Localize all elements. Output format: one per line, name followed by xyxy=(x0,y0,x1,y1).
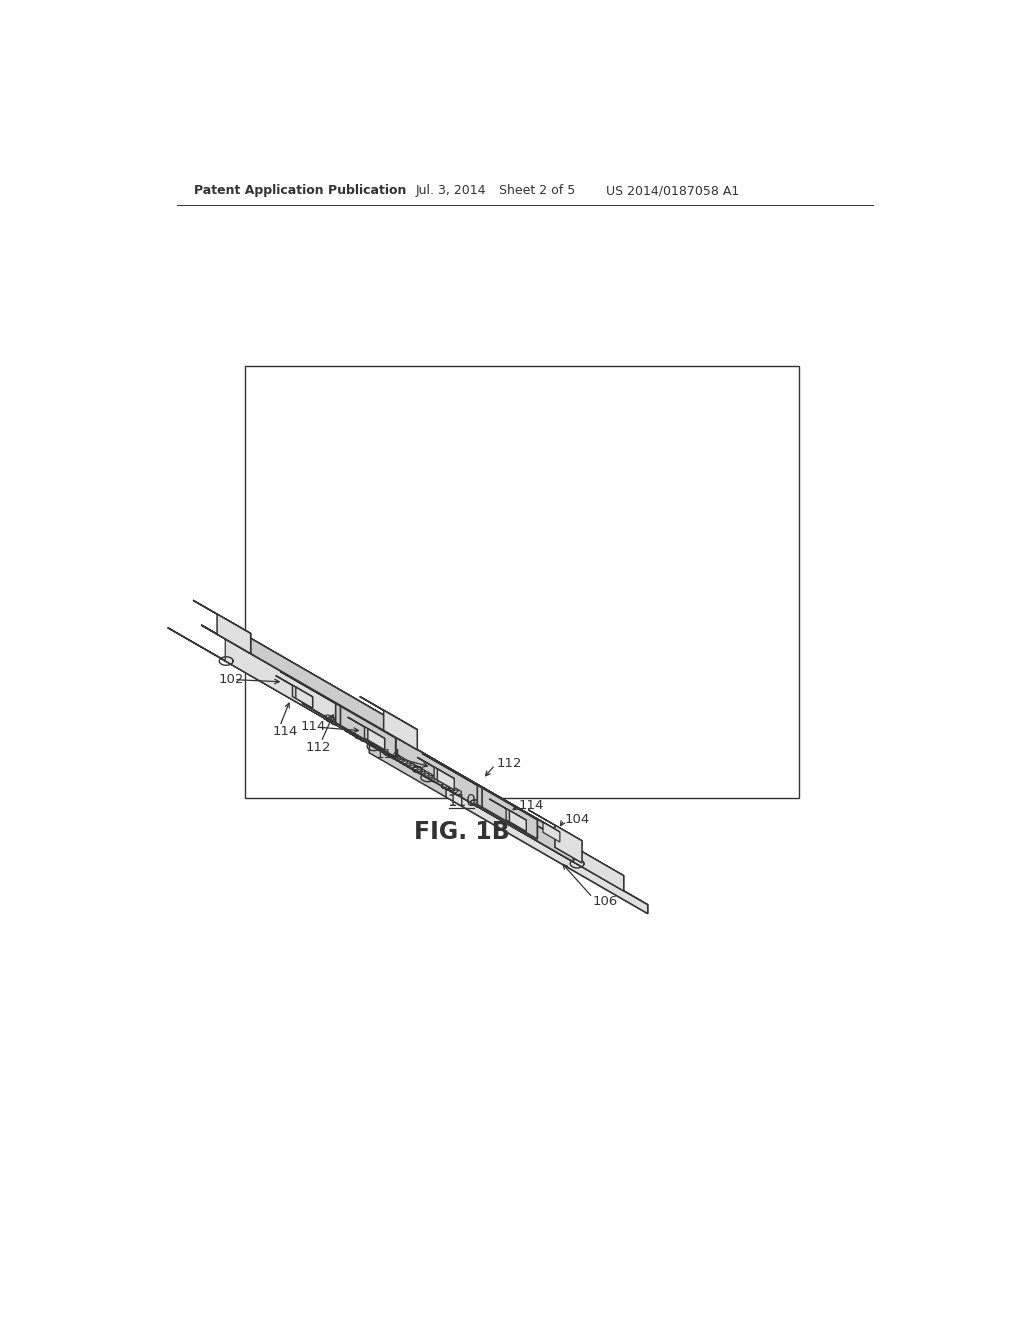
Text: 114: 114 xyxy=(519,799,544,812)
Polygon shape xyxy=(239,631,407,743)
Polygon shape xyxy=(506,809,526,832)
Text: 110: 110 xyxy=(447,793,476,809)
Polygon shape xyxy=(555,825,582,863)
Polygon shape xyxy=(245,367,799,797)
Text: 102: 102 xyxy=(219,673,244,686)
Polygon shape xyxy=(348,717,385,738)
Polygon shape xyxy=(385,715,407,743)
Polygon shape xyxy=(217,619,407,729)
Text: 114: 114 xyxy=(272,725,297,738)
Polygon shape xyxy=(477,785,538,840)
Polygon shape xyxy=(510,810,526,832)
Polygon shape xyxy=(348,710,573,840)
Polygon shape xyxy=(226,619,251,653)
Text: Jul. 3, 2014: Jul. 3, 2014 xyxy=(416,185,486,197)
Polygon shape xyxy=(293,685,312,708)
Polygon shape xyxy=(422,754,538,820)
Polygon shape xyxy=(372,723,395,759)
Text: 106: 106 xyxy=(593,895,617,908)
Polygon shape xyxy=(355,721,624,875)
Polygon shape xyxy=(281,672,395,738)
Polygon shape xyxy=(275,676,312,697)
Polygon shape xyxy=(528,809,582,841)
Text: 112: 112 xyxy=(497,756,522,770)
Polygon shape xyxy=(302,704,513,825)
Polygon shape xyxy=(225,639,395,759)
Polygon shape xyxy=(302,704,513,825)
Polygon shape xyxy=(372,723,573,862)
Polygon shape xyxy=(507,801,560,832)
Polygon shape xyxy=(340,706,395,758)
Polygon shape xyxy=(336,704,395,758)
Polygon shape xyxy=(543,822,560,842)
Polygon shape xyxy=(202,624,395,738)
Polygon shape xyxy=(417,758,455,779)
Polygon shape xyxy=(555,825,582,863)
Text: 114: 114 xyxy=(375,747,400,760)
Polygon shape xyxy=(368,729,385,750)
Polygon shape xyxy=(402,742,573,862)
Text: 112: 112 xyxy=(306,741,331,754)
Polygon shape xyxy=(168,627,648,904)
Polygon shape xyxy=(296,688,312,708)
Polygon shape xyxy=(446,788,648,913)
Polygon shape xyxy=(384,710,417,750)
Polygon shape xyxy=(482,788,538,840)
Text: Patent Application Publication: Patent Application Publication xyxy=(194,185,407,197)
Polygon shape xyxy=(437,770,455,789)
Polygon shape xyxy=(220,659,388,755)
Text: 104: 104 xyxy=(564,813,590,825)
Text: Sheet 2 of 5: Sheet 2 of 5 xyxy=(499,185,574,197)
Polygon shape xyxy=(217,614,251,653)
Polygon shape xyxy=(413,770,581,866)
Polygon shape xyxy=(470,787,624,891)
Polygon shape xyxy=(202,624,427,755)
Polygon shape xyxy=(194,601,251,634)
Polygon shape xyxy=(359,697,417,730)
Polygon shape xyxy=(220,659,581,866)
Polygon shape xyxy=(509,809,624,891)
Polygon shape xyxy=(365,727,385,750)
Text: FIG. 1B: FIG. 1B xyxy=(414,820,510,845)
Text: 114: 114 xyxy=(300,721,326,734)
Polygon shape xyxy=(513,812,556,837)
Polygon shape xyxy=(379,727,573,840)
Polygon shape xyxy=(370,744,648,913)
Polygon shape xyxy=(434,767,455,789)
Polygon shape xyxy=(393,715,417,750)
Polygon shape xyxy=(489,799,526,820)
Text: US 2014/0187058 A1: US 2014/0187058 A1 xyxy=(606,185,739,197)
